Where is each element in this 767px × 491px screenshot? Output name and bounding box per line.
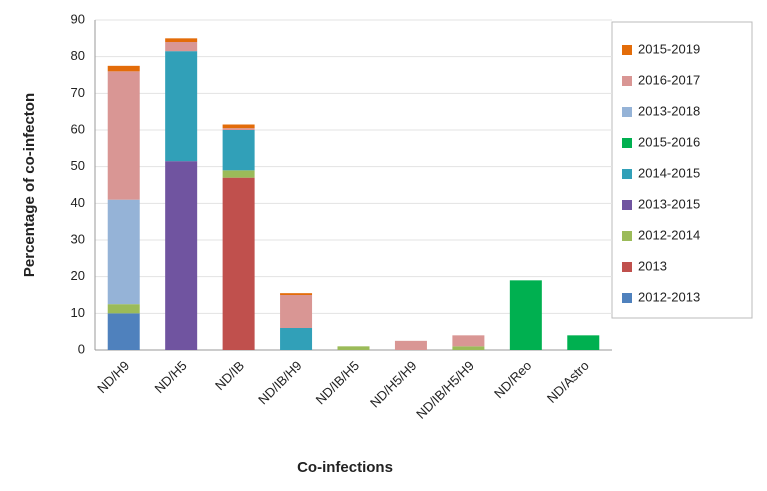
x-tick-label: ND/IB/H5/H9 — [413, 358, 477, 422]
y-tick-label: 60 — [71, 121, 85, 136]
y-tick-label: 40 — [71, 195, 85, 210]
bar-segment — [107, 65, 140, 72]
bar-segment — [165, 42, 198, 52]
bar-segment — [107, 199, 140, 305]
y-tick-label: 50 — [71, 158, 85, 173]
x-tick-label: ND/IB — [212, 358, 247, 393]
bar-segment — [280, 295, 313, 328]
bar-segment — [165, 161, 198, 350]
x-tick-label: ND/H9 — [94, 358, 132, 396]
y-axis-title: Percentage of co-infecton — [21, 93, 38, 277]
legend-swatch — [622, 45, 632, 55]
y-tick-label: 10 — [71, 305, 85, 320]
bar-segment — [280, 293, 313, 295]
bar-segment — [394, 340, 427, 350]
y-tick-label: 30 — [71, 231, 85, 246]
legend-swatch — [622, 107, 632, 117]
bar-segment — [107, 304, 140, 314]
x-tick-label: ND/H5/H9 — [367, 358, 420, 411]
legend-swatch — [622, 293, 632, 303]
bar-segment — [280, 328, 313, 350]
x-axis-title: Co-infections — [297, 459, 393, 476]
bar-segment — [165, 51, 198, 162]
legend-swatch — [622, 76, 632, 86]
bar-segment — [222, 170, 255, 178]
legend-label: 2013 — [638, 258, 667, 273]
bar-segment — [567, 335, 600, 350]
bar-segment — [107, 313, 140, 350]
bar-segment — [222, 124, 255, 129]
x-tick-label: ND/Reo — [491, 358, 534, 401]
legend-label: 2012-2013 — [638, 289, 700, 304]
legend-label: 2014-2015 — [638, 165, 700, 180]
x-tick-label: ND/Astro — [544, 358, 592, 406]
x-tick-label: ND/H5 — [152, 358, 190, 396]
legend-swatch — [622, 231, 632, 241]
legend-swatch — [622, 200, 632, 210]
bar-segment — [452, 335, 485, 347]
legend-label: 2015-2016 — [638, 134, 700, 149]
y-tick-label: 90 — [71, 11, 85, 26]
bar-segment — [107, 71, 140, 200]
y-tick-label: 0 — [78, 341, 85, 356]
bar-segment — [222, 128, 255, 130]
bar-segment — [509, 280, 542, 350]
legend-label: 2012-2014 — [638, 227, 700, 242]
bar-segment — [222, 177, 255, 350]
bar-segment — [165, 38, 198, 42]
y-tick-label: 20 — [71, 268, 85, 283]
legend-label: 2015-2019 — [638, 41, 700, 56]
y-tick-label: 70 — [71, 85, 85, 100]
x-tick-label: ND/IB/H9 — [255, 358, 304, 407]
legend-swatch — [622, 262, 632, 272]
legend-label: 2016-2017 — [638, 72, 700, 87]
legend-label: 2013-2015 — [638, 196, 700, 211]
legend-box — [611, 21, 753, 319]
y-tick-label: 80 — [71, 48, 85, 63]
x-tick-label: ND/IB/H5 — [313, 358, 362, 407]
legend-label: 2013-2018 — [638, 103, 700, 118]
bar-segment — [337, 346, 370, 350]
legend-swatch — [622, 169, 632, 179]
bar-segment — [222, 130, 255, 171]
legend-swatch — [622, 138, 632, 148]
bar-segment — [452, 346, 485, 350]
